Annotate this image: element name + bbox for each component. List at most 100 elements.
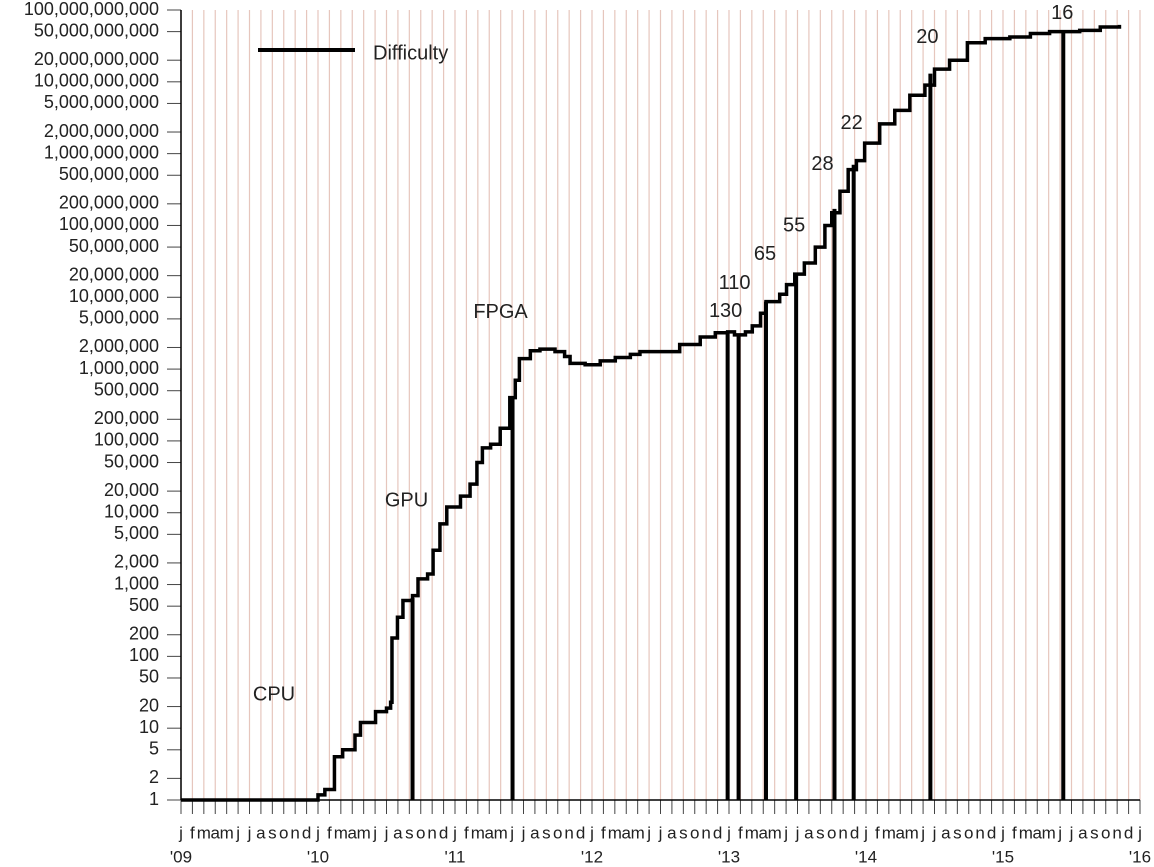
year-label: '11: [445, 847, 466, 866]
x-tick-label: d: [713, 823, 722, 842]
x-tick-label: m: [357, 823, 371, 842]
x-tick-label: o: [279, 823, 288, 842]
x-tick-label: o: [553, 823, 562, 842]
x-tick-label: s: [1090, 823, 1099, 842]
year-label: '09: [170, 847, 192, 866]
x-tick-label: j: [726, 823, 731, 842]
y-tick-label: 20: [139, 695, 159, 715]
y-tick-label: 1,000: [114, 573, 159, 593]
x-tick-label: j: [1137, 823, 1142, 842]
y-tick-label: 200: [129, 623, 159, 643]
x-tick-label: m: [494, 823, 508, 842]
y-tick-label: 1: [149, 789, 159, 809]
x-tick-label: j: [920, 823, 925, 842]
x-tick-label: j: [646, 823, 651, 842]
x-tick-label: n: [838, 823, 847, 842]
y-tick-label: 20,000,000: [69, 264, 159, 284]
x-tick-label: m: [1042, 823, 1056, 842]
x-tick-label: j: [589, 823, 594, 842]
year-label: '12: [581, 847, 603, 866]
x-tick-label: n: [564, 823, 573, 842]
y-tick-label: 500,000,000: [59, 164, 159, 184]
x-tick-label: j: [1069, 823, 1074, 842]
y-tick-label: 50,000: [104, 451, 159, 471]
annotation-label: 110: [719, 272, 751, 294]
x-tick-label: n: [1112, 823, 1121, 842]
x-tick-label: j: [658, 823, 663, 842]
y-tick-label: 100,000,000: [59, 214, 159, 234]
x-tick-label: a: [485, 823, 495, 842]
data-line: [181, 24, 1122, 802]
y-tick-label: 50: [139, 667, 159, 687]
x-tick-label: s: [816, 823, 825, 842]
x-tick-label: m: [631, 823, 645, 842]
x-tick-label: n: [427, 823, 436, 842]
annotation-label: 130: [709, 300, 742, 322]
x-tick-label: j: [509, 823, 514, 842]
x-tick-label: s: [405, 823, 414, 842]
x-tick-label: o: [690, 823, 699, 842]
y-tick-label: 2,000,000,000: [44, 121, 159, 141]
x-tick-label: m: [882, 823, 896, 842]
annotation-label: 55: [783, 214, 805, 236]
y-tick-label: 5,000: [114, 523, 159, 543]
x-tick-label: a: [1033, 823, 1043, 842]
x-tick-label: f: [875, 823, 880, 842]
annotation-label: FPGA: [473, 301, 528, 323]
x-tick-label: f: [327, 823, 332, 842]
y-tick-label: 2,000: [114, 552, 159, 572]
x-tick-label: j: [452, 823, 457, 842]
legend-label: Difficulty: [373, 42, 448, 64]
x-tick-label: j: [795, 823, 800, 842]
y-tick-label: 20,000,000,000: [34, 49, 159, 69]
x-tick-label: d: [439, 823, 448, 842]
x-tick-label: m: [220, 823, 234, 842]
year-label: '14: [855, 847, 877, 866]
x-tick-label: a: [393, 823, 403, 842]
x-tick-label: m: [745, 823, 759, 842]
x-tick-label: j: [178, 823, 183, 842]
x-tick-label: d: [302, 823, 311, 842]
x-tick-label: a: [896, 823, 906, 842]
y-tick-label: 20,000: [104, 480, 159, 500]
y-tick-label: 100: [129, 645, 159, 665]
annotation-label: 16: [1051, 2, 1073, 24]
x-tick-label: j: [521, 823, 526, 842]
x-tick-label: s: [679, 823, 688, 842]
y-tick-label: 5,000,000: [79, 308, 159, 328]
x-tick-label: j: [932, 823, 937, 842]
x-tick-label: o: [1101, 823, 1110, 842]
y-tick-label: 100,000: [94, 430, 159, 450]
annotation-label: GPU: [385, 489, 428, 511]
x-tick-label: m: [768, 823, 782, 842]
x-tick-label: a: [941, 823, 951, 842]
x-tick-label: m: [471, 823, 485, 842]
x-tick-label: j: [1057, 823, 1062, 842]
x-tick-label: n: [290, 823, 299, 842]
x-tick-label: j: [315, 823, 320, 842]
y-tick-label: 5: [149, 739, 159, 759]
x-tick-label: s: [542, 823, 551, 842]
year-label: '16: [1129, 847, 1151, 866]
y-tick-label: 1,000,000,000: [44, 142, 159, 162]
year-label: '13: [718, 847, 740, 866]
x-tick-label: m: [197, 823, 211, 842]
y-tick-label: 1,000,000: [79, 358, 159, 378]
x-tick-label: n: [975, 823, 984, 842]
x-tick-label: f: [190, 823, 195, 842]
y-tick-label: 10: [139, 717, 159, 737]
y-tick-label: 5,000,000,000: [44, 92, 159, 112]
annotation-label: 20: [916, 26, 938, 48]
y-tick-label: 10,000,000: [69, 286, 159, 306]
x-tick-label: m: [905, 823, 919, 842]
x-tick-label: f: [1012, 823, 1017, 842]
annotation-label: 22: [841, 112, 863, 134]
x-tick-label: j: [783, 823, 788, 842]
y-tick-label: 500: [129, 595, 159, 615]
x-tick-label: a: [667, 823, 677, 842]
x-tick-label: f: [738, 823, 743, 842]
x-tick-label: m: [1019, 823, 1033, 842]
y-tick-label: 2,000,000: [79, 336, 159, 356]
y-tick-label: 2: [149, 767, 159, 787]
